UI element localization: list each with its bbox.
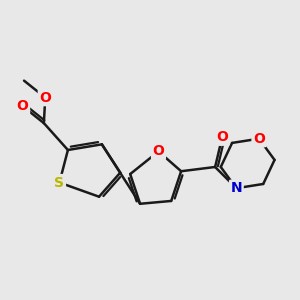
Text: O: O [216, 130, 228, 144]
Text: O: O [39, 91, 51, 105]
Text: S: S [54, 176, 64, 190]
Text: N: N [230, 181, 242, 195]
Text: O: O [17, 99, 28, 113]
Text: O: O [153, 144, 164, 158]
Text: O: O [253, 132, 265, 146]
